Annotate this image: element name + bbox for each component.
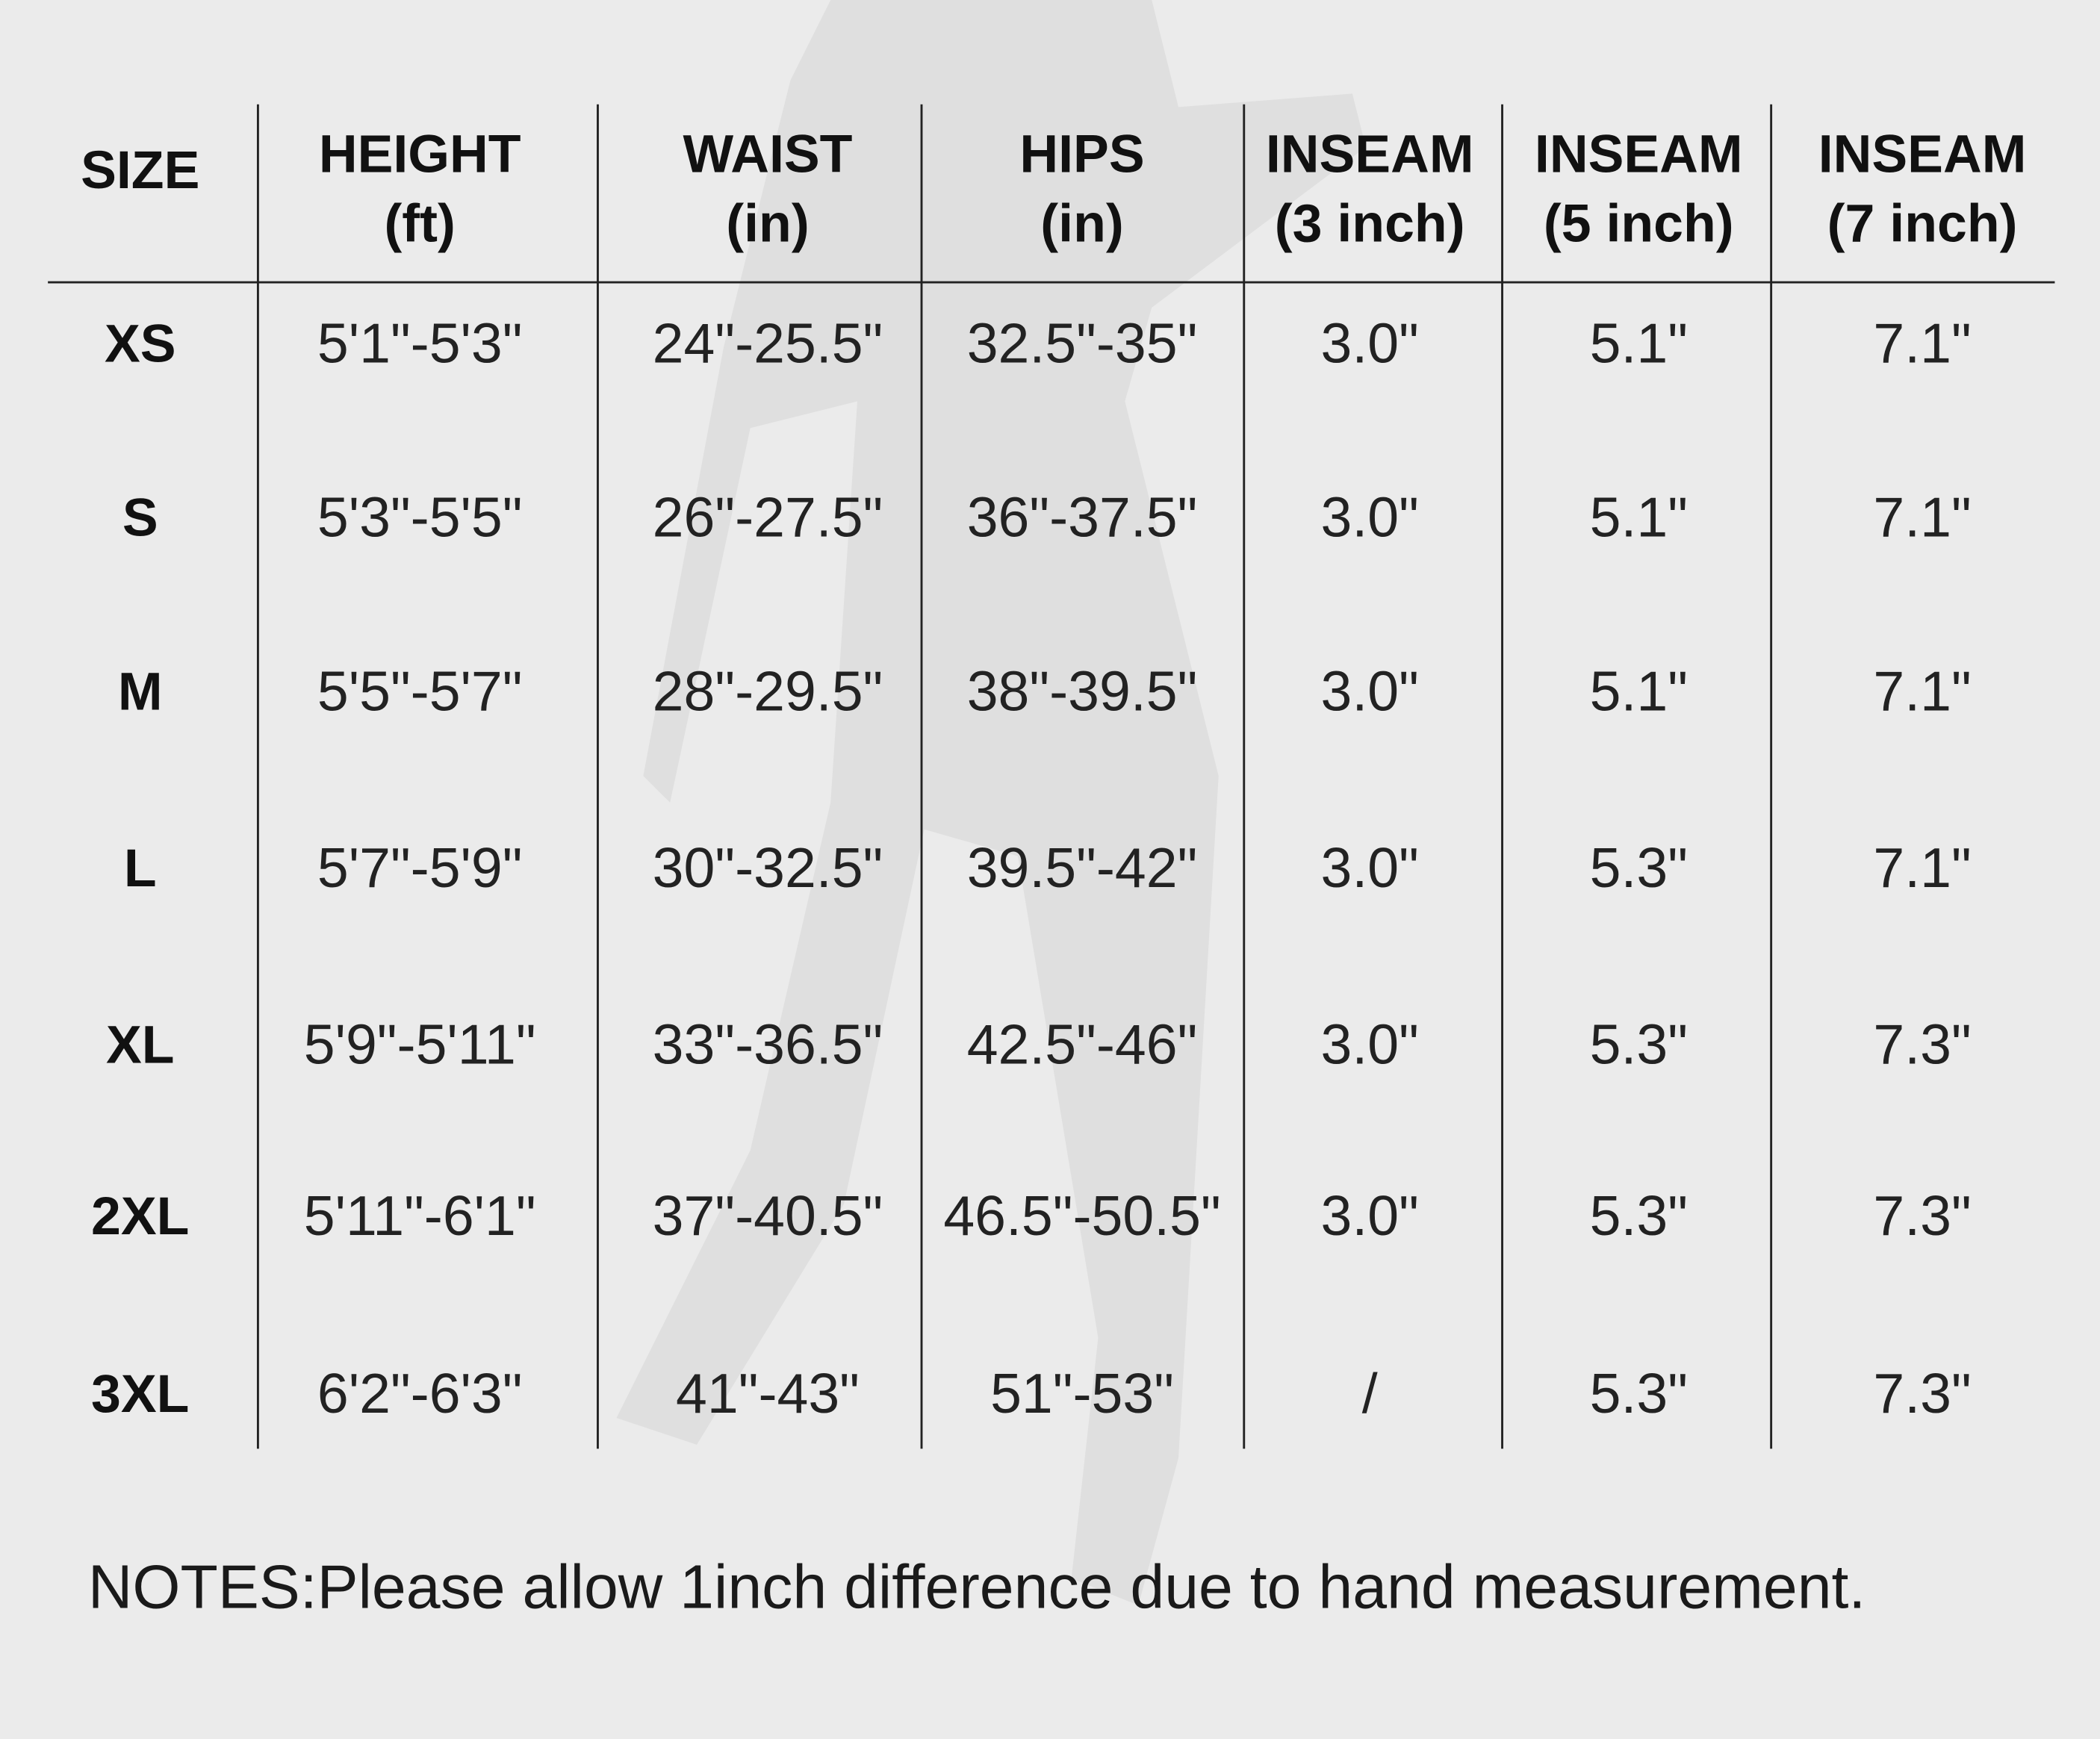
table-cell: 46.5"-50.5" [943, 1184, 1220, 1247]
table-cell: 5'9"-5'11" [304, 1012, 536, 1075]
table-cell: 7.1" [1873, 486, 1971, 549]
table-cell: 51"-53" [990, 1362, 1174, 1425]
header-cell: SIZE [81, 140, 199, 200]
header-cell: WAIST [683, 124, 853, 184]
table-cell: 5.3" [1590, 1012, 1688, 1075]
table-cell: 7.3" [1873, 1184, 1971, 1247]
table-cell: 30"-32.5" [653, 836, 883, 899]
header-cell: HEIGHT [319, 124, 521, 184]
header-cell: (in) [1040, 193, 1123, 253]
table-cell: 26"-27.5" [653, 486, 883, 549]
table-cell: 5.1" [1590, 486, 1688, 549]
size-label: L [124, 839, 157, 898]
table-cell: 5'1"-5'3" [317, 312, 523, 375]
table-cell: 7.1" [1873, 836, 1971, 899]
table-cell: 24"-25.5" [653, 312, 883, 375]
table-cell: 7.1" [1873, 659, 1971, 722]
table-cell: 28"-29.5" [653, 659, 883, 722]
size-label: M [118, 662, 163, 722]
header-cell: (in) [726, 193, 809, 253]
table-cell: 7.1" [1873, 312, 1971, 375]
table-cell: 5.1" [1590, 312, 1688, 375]
table-cell: 41"-43" [676, 1362, 860, 1425]
size-label: 2XL [91, 1186, 189, 1246]
table-cell: 3.0" [1321, 1184, 1419, 1247]
table-cell: 3.0" [1321, 312, 1419, 375]
header-cell: INSEAM [1535, 124, 1743, 184]
table-cell: 32.5"-35" [967, 312, 1198, 375]
table-cell: 38"-39.5" [967, 659, 1198, 722]
table-cell: 5.3" [1590, 1362, 1688, 1425]
size-label: XS [105, 314, 176, 374]
header-cell: (7 inch) [1827, 193, 2018, 253]
notes: NOTES:Please allow 1inch difference due … [88, 1553, 1866, 1622]
header-cell: HIPS [1019, 124, 1144, 184]
header-cell: (3 inch) [1275, 193, 1465, 253]
table-cell: 7.3" [1873, 1012, 1971, 1075]
table-cell: 6'2"-6'3" [317, 1362, 523, 1425]
table-cell: 3.0" [1321, 486, 1419, 549]
table-cell: 3.0" [1321, 836, 1419, 899]
header-cell: INSEAM [1266, 124, 1474, 184]
header-cell: (ft) [384, 193, 455, 253]
size-label: XL [106, 1015, 175, 1075]
header-cell: (5 inch) [1544, 193, 1734, 253]
size-label: S [122, 488, 158, 548]
table-cell: 36"-37.5" [967, 486, 1198, 549]
table-cell: 7.3" [1873, 1362, 1971, 1425]
table-cell: 5'3"-5'5" [317, 486, 523, 549]
table-cell: 3.0" [1321, 1012, 1419, 1075]
table-grid [48, 104, 2055, 1449]
table-cell: 5'5"-5'7" [317, 659, 523, 722]
table-cell: 37"-40.5" [653, 1184, 883, 1247]
figure-silhouette [616, 0, 1366, 1605]
table-cell: 42.5"-46" [967, 1012, 1198, 1075]
table-cell: 5'11"-6'1" [304, 1184, 536, 1247]
table-cell: / [1362, 1362, 1378, 1425]
table-cell: 5'7"-5'9" [317, 836, 523, 899]
table-cell: 5.1" [1590, 659, 1688, 722]
table-cell: 33"-36.5" [653, 1012, 883, 1075]
size-label: 3XL [91, 1364, 189, 1424]
table-cell: 5.3" [1590, 836, 1688, 899]
table-cell: 5.3" [1590, 1184, 1688, 1247]
header-cell: INSEAM [1818, 124, 2027, 184]
table-cell: 3.0" [1321, 659, 1419, 722]
table-cell: 39.5"-42" [967, 836, 1198, 899]
